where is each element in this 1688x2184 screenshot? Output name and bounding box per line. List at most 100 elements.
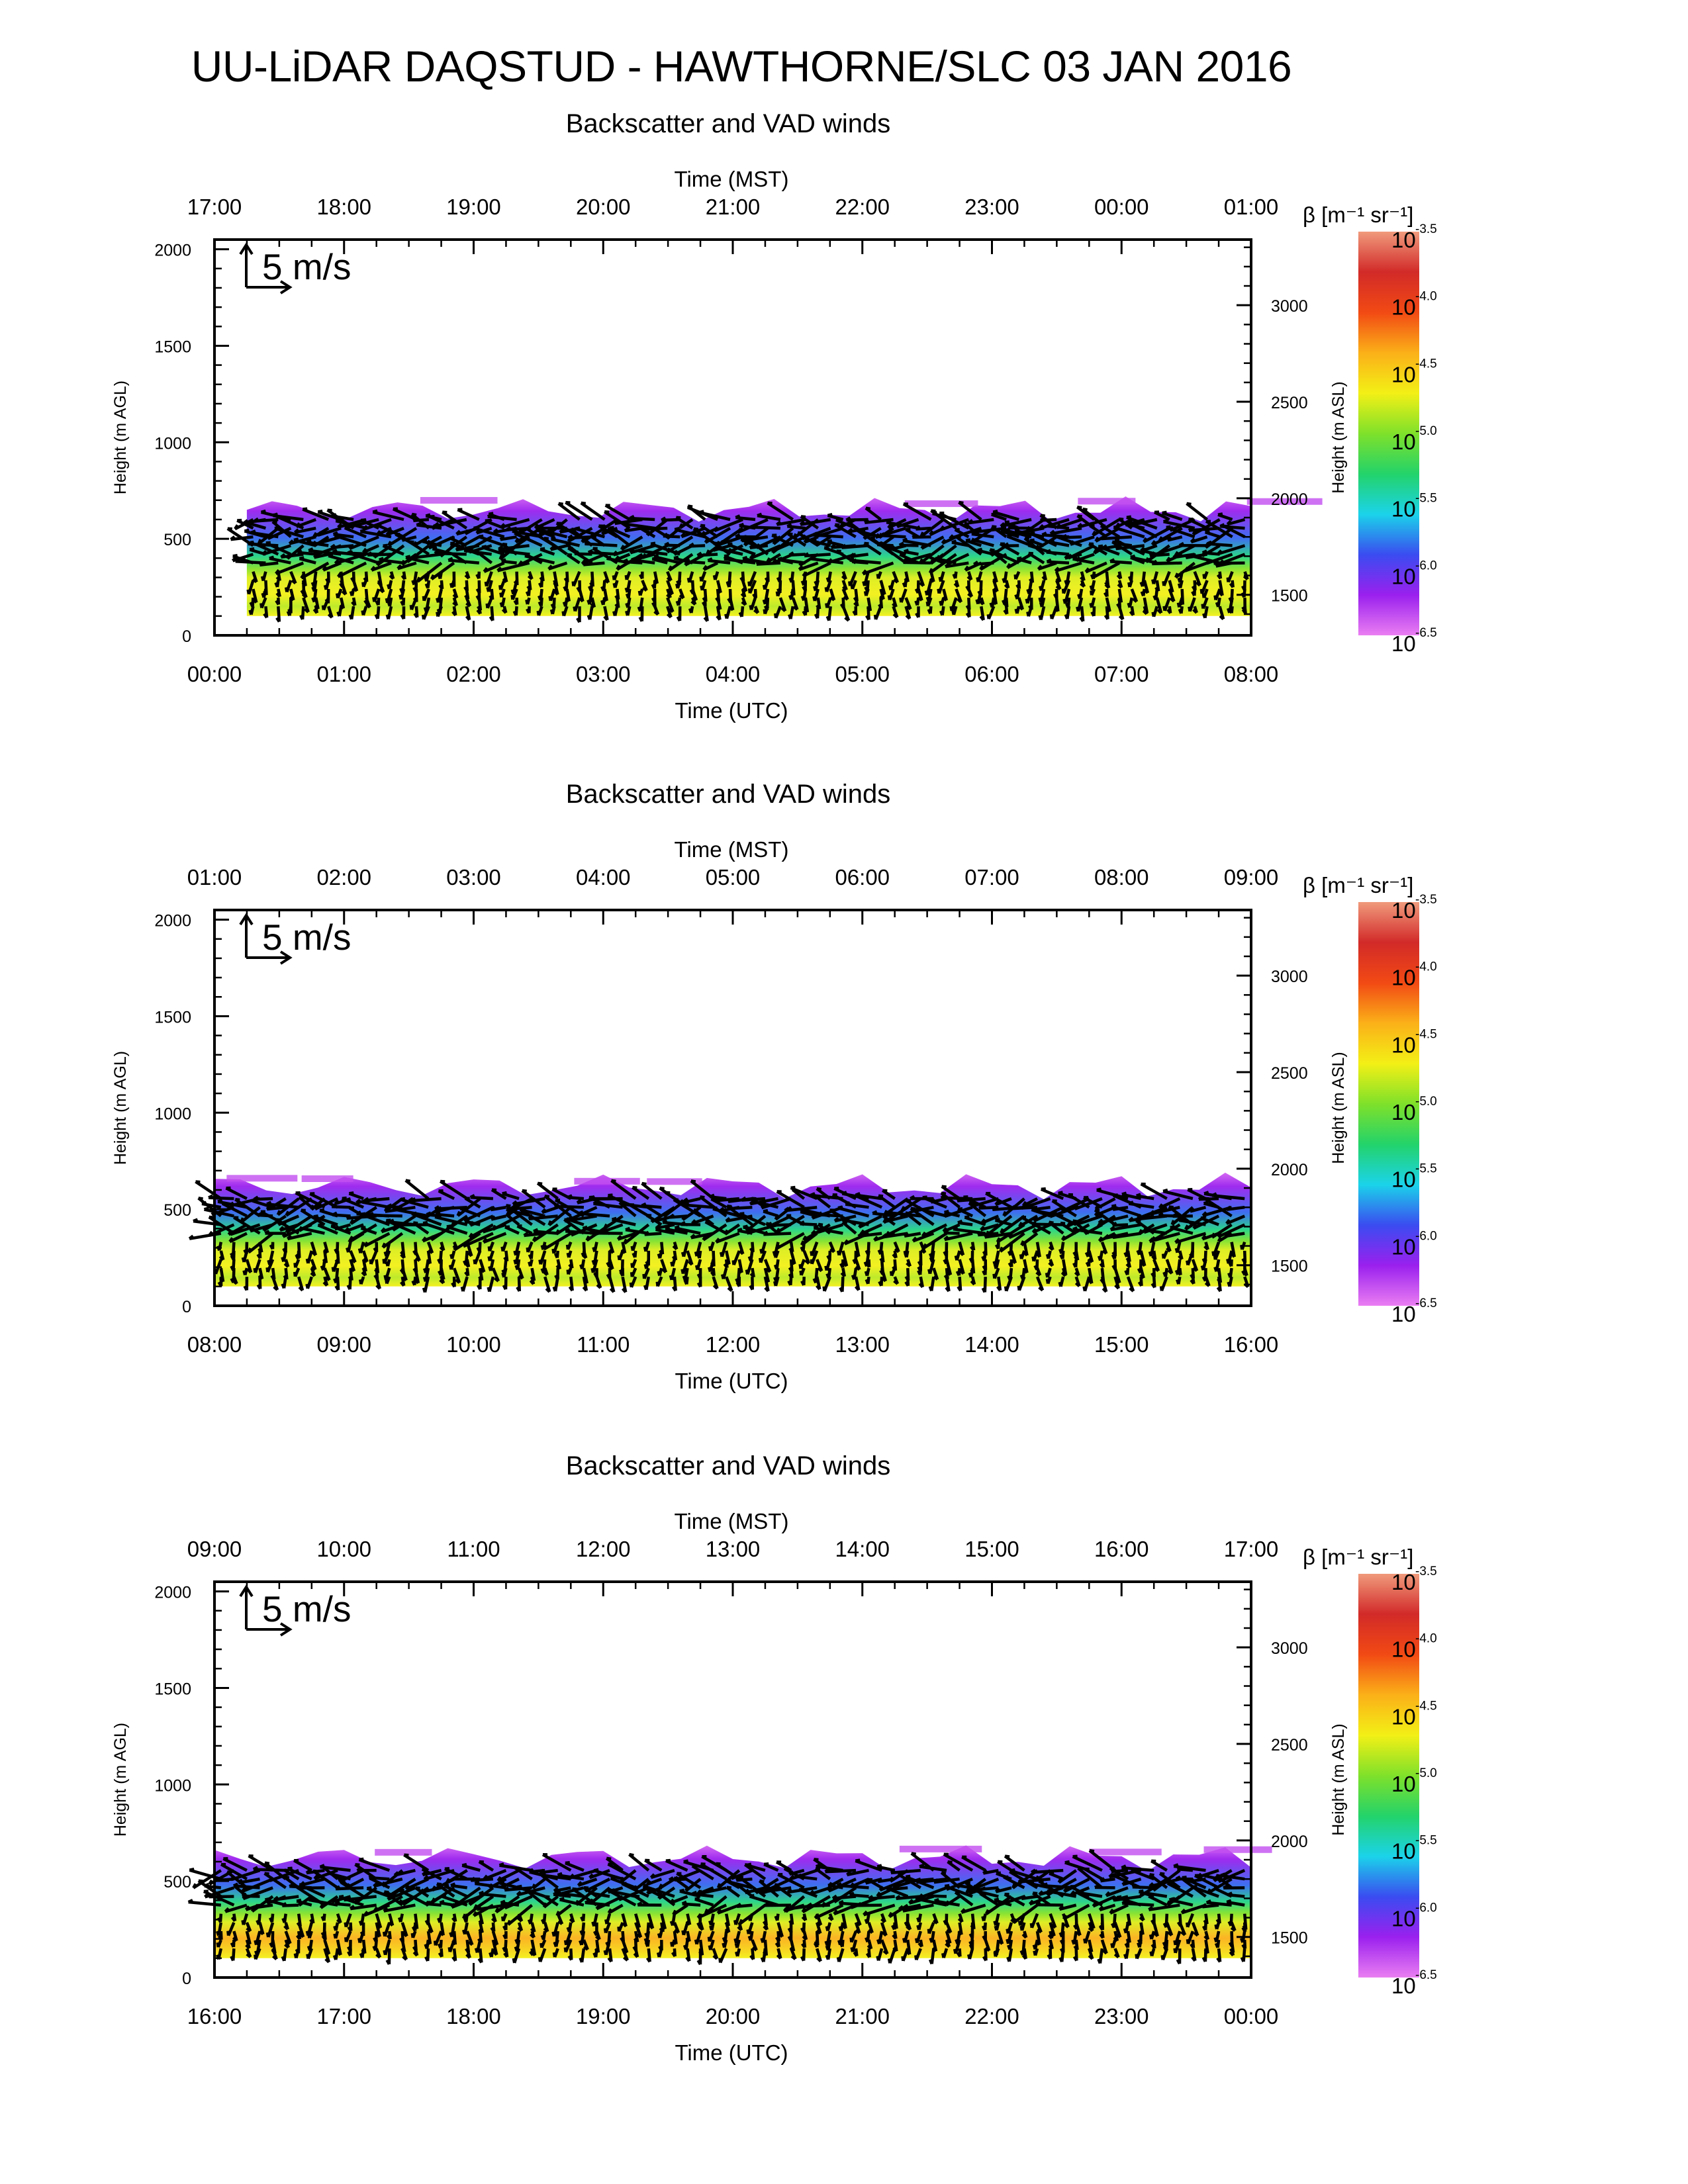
wind-vector-head [900,1212,906,1218]
wind-vector-head [271,1948,277,1954]
wind-vector-head [1149,1210,1155,1216]
wind-vector-head [299,556,305,561]
colorbar-title: β [m⁻¹ sr⁻¹] [1303,873,1413,897]
wind-vector-head [617,1255,622,1261]
wind-vector-head [483,1874,489,1880]
wind-vector-head [669,1213,675,1219]
wind-vector-head [931,1946,937,1952]
wind-vector-head [1058,1191,1063,1195]
bottom-axis-title: Time (UTC) [675,1369,788,1393]
wind-vector [383,1903,416,1913]
wind-vector [519,1208,545,1218]
wind-vector [1115,544,1145,551]
wind-vector-head [679,523,684,529]
wind-vector-head [792,605,798,611]
wind-vector-head [1074,1281,1081,1287]
wind-vector-head [539,1942,543,1948]
wind-vector-head [478,534,484,539]
wind-vector [541,1873,571,1881]
wind-vector-head [400,536,407,542]
wind-vector-head [855,1192,861,1197]
wind-vector-head [512,528,518,533]
wind-vector-head [423,1875,429,1881]
wind-vector-head [250,529,256,534]
wind-vector-head [262,1226,267,1232]
wind-vector [1047,560,1070,565]
wind-vector-head [431,1897,436,1903]
wind-vector-head [306,1945,312,1951]
wind-vector [579,1212,610,1218]
wind-vector-head [855,527,861,531]
wind-vector-head [798,561,804,567]
wind-vector-head [727,1205,733,1210]
wind-vector [680,526,706,539]
wind-vector-head [586,599,591,605]
wind-vector-head [253,1195,259,1201]
wind-vector-head [547,565,553,570]
wind-vector-head [1165,1247,1172,1253]
wind-vector-head [409,604,414,610]
x-tick-label: 14:00 [964,1332,1019,1357]
wind-vector-head [886,519,892,524]
colorbar-tick-exponent: -4.5 [1415,357,1437,371]
wind-vector [849,1893,869,1898]
wind-vector-head [868,1895,874,1900]
wind-vector-head [824,1868,830,1874]
wind-vector-head [252,598,258,604]
wind-vector-head [957,1930,963,1936]
wind-vector [954,1891,974,1907]
wind-vector-head [774,1942,780,1948]
wind-vector-head [312,608,318,614]
wind-vector-head [334,1285,340,1291]
wind-vector-head [439,1899,445,1905]
wind-vector-head [438,584,444,590]
wind-vector [387,527,418,547]
wind-vector-head [387,584,391,590]
wind-vector [916,1877,947,1884]
wind-vector-head [327,613,334,619]
wind-vector-head [800,1956,806,1962]
wind-vector-head [384,1890,389,1894]
wind-vector-head [489,594,494,601]
wind-vector [936,544,957,561]
wind-vector-head [285,1210,290,1216]
wind-vector-head [517,1926,523,1932]
wind-vector-head [924,590,929,596]
wind-vector [195,1180,222,1200]
wind-vector-head [555,1911,561,1917]
x2-tick-label: 02:00 [316,865,371,889]
wind-vector-head [636,1933,642,1938]
y-tick-label: 1000 [154,434,191,453]
wind-vector-head [359,1952,364,1958]
wind-vector-head [382,1931,387,1937]
wind-vector-head [1129,1287,1135,1293]
wind-vector-head [1072,1251,1078,1257]
wind-vector-head [450,582,456,588]
wind-vector-head [387,1891,392,1897]
wind-vector-head [855,1285,860,1291]
wind-vector-head [1184,1224,1190,1230]
wind-vector-head [788,614,792,619]
wind-vector-head [902,582,907,588]
wind-vector-head [826,1255,831,1261]
wind-vector-head [377,581,383,587]
wind-vector-head [1174,1269,1180,1275]
wind-vector-head [452,601,458,607]
wind-vector-head [904,1275,910,1281]
wind-vector-head [876,1891,882,1897]
wind-vector-head [547,1220,553,1226]
wind-vector [692,1892,714,1898]
wind-vector-head [716,1908,722,1915]
wind-vector-head [324,598,330,604]
wind-vector [898,1903,921,1911]
wind-vector-head [518,1274,524,1280]
wind-vector-head [385,530,391,536]
y-tick-label: 2000 [154,912,191,931]
wind-vector-head [1115,1278,1121,1284]
wind-vector [776,1214,805,1234]
wind-vector-head [668,590,674,596]
wind-vector-head [839,1263,845,1269]
wind-vector-head [375,600,380,606]
wind-vector-head [704,537,710,543]
wind-vector-head [1170,1220,1176,1226]
